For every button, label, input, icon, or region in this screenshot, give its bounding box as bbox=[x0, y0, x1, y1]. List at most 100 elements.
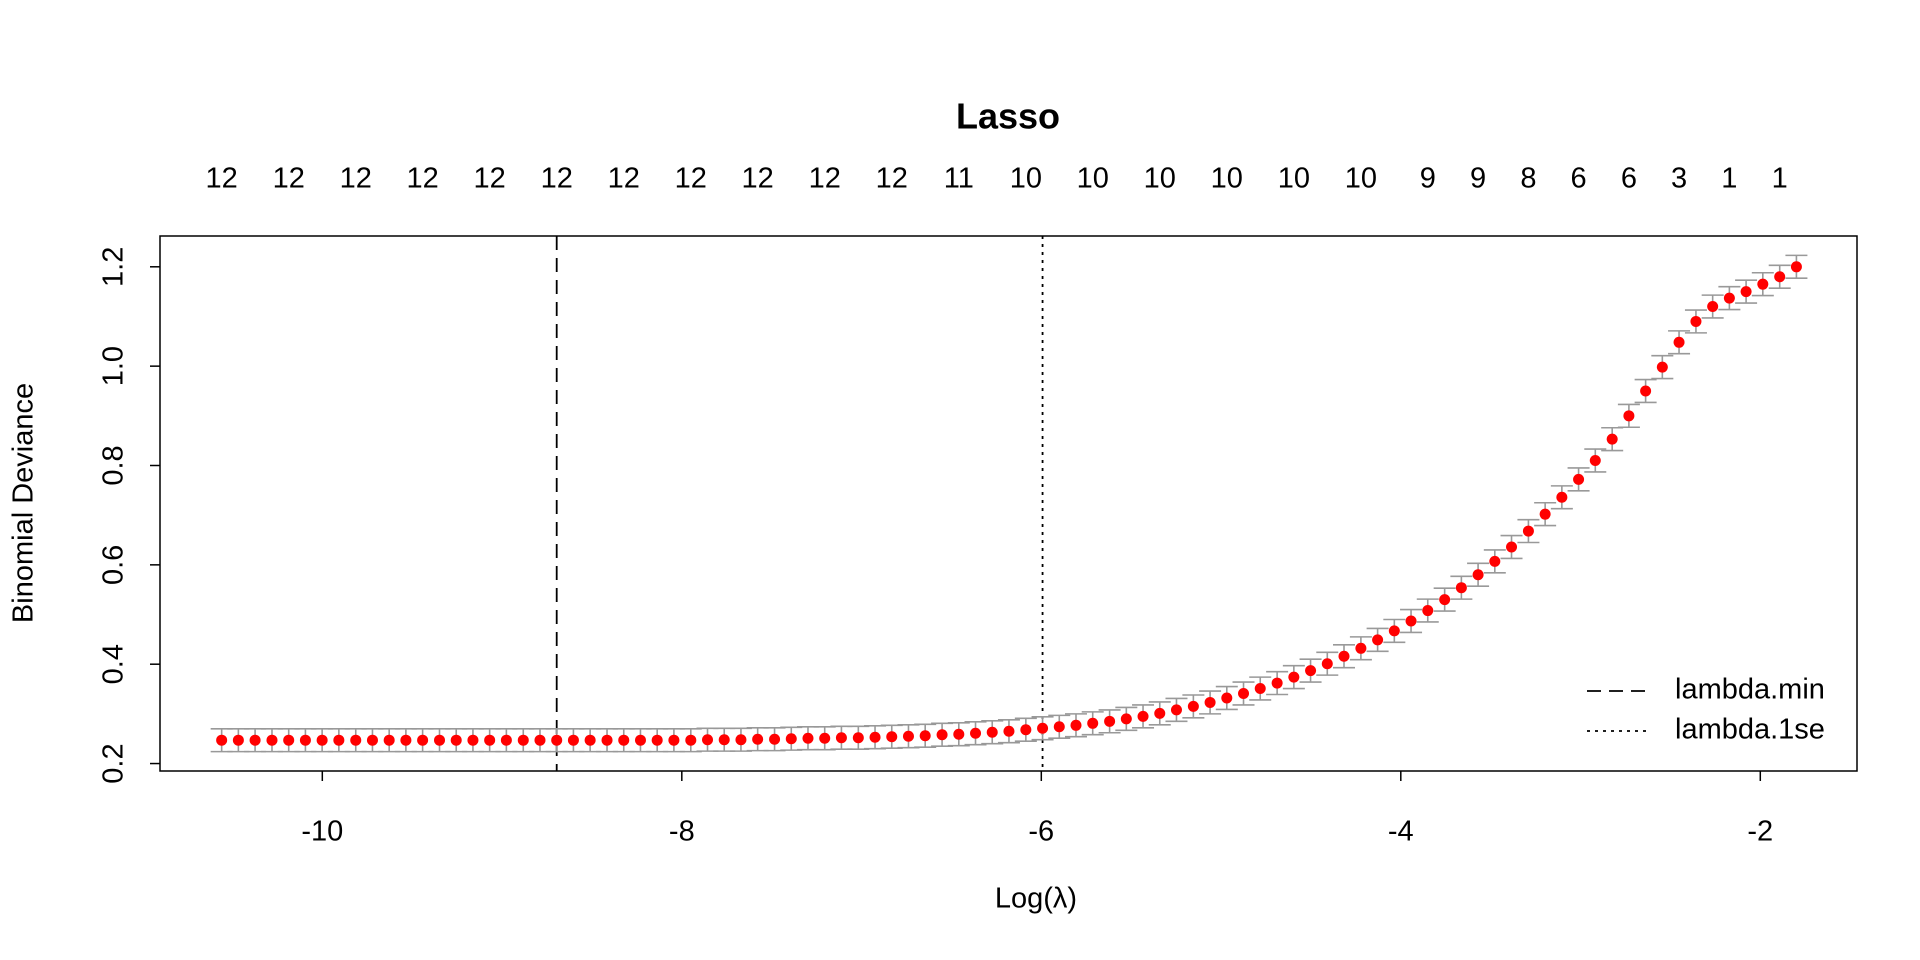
point bbox=[601, 734, 613, 746]
point bbox=[919, 730, 931, 742]
point bbox=[1673, 336, 1685, 348]
point bbox=[534, 734, 546, 746]
legend-label: lambda.1se bbox=[1675, 714, 1825, 746]
point bbox=[1070, 719, 1082, 731]
point bbox=[484, 734, 496, 746]
point bbox=[634, 734, 646, 746]
point bbox=[299, 734, 311, 746]
point bbox=[517, 734, 529, 746]
point bbox=[417, 734, 429, 746]
top-count-label: 9 bbox=[1470, 163, 1486, 195]
point bbox=[1757, 278, 1769, 290]
point bbox=[249, 734, 261, 746]
point bbox=[835, 732, 847, 744]
point bbox=[1372, 634, 1384, 646]
point bbox=[551, 734, 563, 746]
point bbox=[769, 733, 781, 745]
point bbox=[970, 727, 982, 739]
point bbox=[1589, 455, 1601, 467]
x-tick-label: -2 bbox=[1747, 816, 1773, 848]
top-count-label: 12 bbox=[742, 163, 774, 195]
point bbox=[1455, 582, 1467, 594]
point bbox=[216, 734, 228, 746]
plot-frame bbox=[159, 235, 1858, 772]
point bbox=[852, 732, 864, 744]
point bbox=[400, 734, 412, 746]
point bbox=[953, 728, 965, 740]
point bbox=[651, 734, 663, 746]
point bbox=[802, 732, 814, 744]
point bbox=[735, 734, 747, 746]
point bbox=[1707, 301, 1719, 313]
point bbox=[1355, 642, 1367, 654]
top-count-label: 8 bbox=[1520, 163, 1536, 195]
point bbox=[1539, 508, 1551, 520]
top-count-label: 12 bbox=[876, 163, 908, 195]
top-count-label: 10 bbox=[1010, 163, 1042, 195]
point bbox=[232, 734, 244, 746]
point bbox=[467, 734, 479, 746]
point bbox=[936, 729, 948, 741]
x-axis-label: Log(λ) bbox=[995, 883, 1077, 915]
point bbox=[584, 734, 596, 746]
point bbox=[1137, 710, 1149, 722]
point bbox=[500, 734, 512, 746]
top-count-label: 1 bbox=[1721, 163, 1737, 195]
top-count-label: 12 bbox=[675, 163, 707, 195]
point bbox=[1690, 315, 1702, 327]
top-count-label: 12 bbox=[608, 163, 640, 195]
point bbox=[1053, 721, 1065, 733]
x-tick-label: -4 bbox=[1388, 816, 1414, 848]
point bbox=[1338, 650, 1350, 662]
point bbox=[1187, 700, 1199, 712]
point bbox=[1104, 715, 1116, 727]
point bbox=[1388, 625, 1400, 637]
point bbox=[283, 734, 295, 746]
y-tick-label: 1.2 bbox=[98, 247, 130, 287]
point bbox=[785, 733, 797, 745]
top-count-label: 12 bbox=[273, 163, 305, 195]
point bbox=[1573, 473, 1585, 485]
point bbox=[434, 734, 446, 746]
point bbox=[1087, 717, 1099, 729]
point bbox=[1556, 491, 1568, 503]
legend-label: lambda.min bbox=[1675, 674, 1825, 706]
point bbox=[1656, 361, 1668, 373]
y-axis-label: Binomial Deviance bbox=[8, 383, 40, 623]
point bbox=[886, 731, 898, 743]
point bbox=[1506, 541, 1518, 553]
y-tick-label: 0.2 bbox=[98, 743, 130, 783]
point bbox=[1774, 271, 1786, 283]
point bbox=[1740, 286, 1752, 298]
point bbox=[1321, 658, 1333, 670]
top-count-label: 9 bbox=[1420, 163, 1436, 195]
point bbox=[668, 734, 680, 746]
point bbox=[702, 734, 714, 746]
point bbox=[1439, 594, 1451, 606]
top-count-label: 12 bbox=[340, 163, 372, 195]
point bbox=[316, 734, 328, 746]
top-count-label: 12 bbox=[474, 163, 506, 195]
top-count-label: 6 bbox=[1621, 163, 1637, 195]
x-tick-label: -8 bbox=[669, 816, 695, 848]
point bbox=[366, 734, 378, 746]
top-count-label: 10 bbox=[1144, 163, 1176, 195]
point bbox=[1254, 683, 1266, 695]
point bbox=[567, 734, 579, 746]
point bbox=[1170, 704, 1182, 716]
point bbox=[1472, 569, 1484, 581]
point bbox=[986, 726, 998, 738]
top-count-label: 12 bbox=[809, 163, 841, 195]
point bbox=[1606, 433, 1618, 445]
top-count-label: 12 bbox=[541, 163, 573, 195]
top-count-label: 3 bbox=[1671, 163, 1687, 195]
point bbox=[266, 734, 278, 746]
point bbox=[1723, 292, 1735, 304]
point bbox=[1489, 555, 1501, 567]
top-count-label: 1 bbox=[1772, 163, 1788, 195]
point bbox=[1238, 688, 1250, 700]
point bbox=[1640, 385, 1652, 397]
point bbox=[718, 734, 730, 746]
point bbox=[902, 730, 914, 742]
